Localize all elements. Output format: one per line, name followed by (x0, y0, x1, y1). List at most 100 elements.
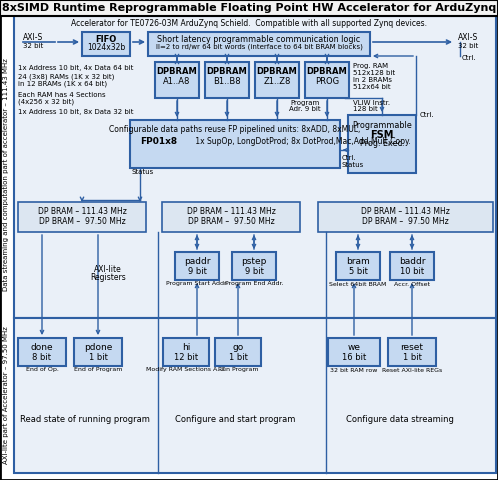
Bar (215, 338, 261, 366)
Text: Reset AXI-lite REGs: Reset AXI-lite REGs (382, 368, 442, 372)
Text: (4x256 x 32 bit): (4x256 x 32 bit) (18, 99, 74, 105)
Text: 32 bit: 32 bit (458, 43, 478, 49)
Bar (175, 252, 219, 280)
Text: DP BRAM –  97.50 MHz: DP BRAM – 97.50 MHz (39, 217, 125, 227)
Bar (205, 62, 249, 98)
Bar (18, 338, 66, 366)
Text: 12 bit: 12 bit (174, 353, 198, 362)
Text: 512x64 bit: 512x64 bit (353, 84, 390, 90)
Bar (82, 32, 130, 56)
Text: Ctrl.: Ctrl. (462, 55, 477, 61)
Bar (74, 338, 122, 366)
Text: AXI-lite: AXI-lite (94, 265, 122, 275)
Bar (163, 338, 209, 366)
Text: B1..B8: B1..B8 (213, 77, 241, 86)
Text: 24 (3x8) RAMs (1K x 32 bit): 24 (3x8) RAMs (1K x 32 bit) (18, 74, 115, 80)
Bar (390, 252, 434, 280)
Text: 8xSIMD Runtime Reprogrammable Floating Point HW Accelerator for ArduZynq: 8xSIMD Runtime Reprogrammable Floating P… (2, 3, 496, 13)
Text: FIFO: FIFO (96, 35, 117, 44)
Bar (336, 252, 380, 280)
Text: 10 bit: 10 bit (400, 267, 424, 276)
Bar (318, 202, 493, 232)
Text: reset: reset (400, 344, 423, 352)
Bar (388, 338, 436, 366)
Text: baddr: baddr (399, 257, 425, 266)
Text: DP BRAM –  97.50 MHz: DP BRAM – 97.50 MHz (362, 217, 448, 227)
Text: hi: hi (182, 344, 190, 352)
Text: DPBRAM: DPBRAM (207, 68, 248, 76)
Text: 1x Address 10 bit, 4x Data 64 bit: 1x Address 10 bit, 4x Data 64 bit (18, 65, 133, 71)
Bar (155, 62, 199, 98)
Text: Data streaming and computation part of accelerator – 111.43 MHz: Data streaming and computation part of a… (3, 59, 9, 291)
Text: DP BRAM – 111.43 MHz: DP BRAM – 111.43 MHz (187, 207, 275, 216)
Text: 5 bit: 5 bit (349, 267, 368, 276)
Text: In 2 BRAMs: In 2 BRAMs (353, 77, 392, 83)
Text: 9 bit: 9 bit (188, 267, 207, 276)
Text: bram: bram (346, 257, 370, 266)
Text: Program End Addr.: Program End Addr. (225, 281, 283, 287)
Text: in 12 BRAMs (1K x 64 bit): in 12 BRAMs (1K x 64 bit) (18, 81, 107, 87)
Text: 128 bit: 128 bit (353, 106, 378, 112)
Text: Status: Status (132, 169, 154, 175)
Text: Program Start Addr.: Program Start Addr. (166, 281, 228, 287)
Text: DPBRAM: DPBRAM (307, 68, 348, 76)
Text: Z1..Z8: Z1..Z8 (263, 77, 291, 86)
Text: VLIW Instr.: VLIW Instr. (353, 100, 390, 106)
Text: Ctrl.: Ctrl. (420, 112, 435, 118)
Bar (14, 318, 496, 473)
Bar (148, 32, 370, 56)
Text: FP01x8: FP01x8 (140, 137, 177, 146)
Text: 512x128 bit: 512x128 bit (353, 70, 395, 76)
Text: Programmable: Programmable (352, 121, 412, 131)
Text: 1x SupOp, LongDotProd; 8x DotProd,Mac,Add,Mult,Copy.: 1x SupOp, LongDotProd; 8x DotProd,Mac,Ad… (193, 137, 411, 146)
Text: 1x Address 10 bit, 8x Data 32 bit: 1x Address 10 bit, 8x Data 32 bit (18, 109, 133, 115)
Text: 1 bit: 1 bit (402, 353, 421, 362)
Text: AXI-S: AXI-S (458, 34, 478, 43)
Bar (0, 0, 498, 16)
Text: DPBRAM: DPBRAM (256, 68, 297, 76)
Bar (18, 202, 146, 232)
Text: we: we (348, 344, 361, 352)
Text: Run Program: Run Program (218, 368, 258, 372)
Bar (232, 252, 276, 280)
Text: go: go (233, 344, 244, 352)
Text: DP BRAM – 111.43 MHz: DP BRAM – 111.43 MHz (37, 207, 126, 216)
Text: 16 bit: 16 bit (342, 353, 366, 362)
Text: Configure data streaming: Configure data streaming (346, 416, 454, 424)
Text: Registers: Registers (90, 274, 126, 283)
Text: 1 bit: 1 bit (229, 353, 248, 362)
Text: done: done (31, 344, 53, 352)
Text: DP BRAM –  97.50 MHz: DP BRAM – 97.50 MHz (188, 217, 274, 227)
Text: End of Program: End of Program (74, 368, 122, 372)
Text: DP BRAM – 111.43 MHz: DP BRAM – 111.43 MHz (361, 207, 449, 216)
Text: ll=2 to rd/wr 64 bit words (interface to 64 bit BRAM blocks): ll=2 to rd/wr 64 bit words (interface to… (155, 44, 363, 50)
Bar (162, 202, 300, 232)
Text: A1..A8: A1..A8 (163, 77, 191, 86)
Text: FSM: FSM (371, 130, 394, 140)
Text: Ctrl.: Ctrl. (342, 155, 357, 161)
Text: DPBRAM: DPBRAM (157, 68, 197, 76)
Bar (348, 115, 416, 173)
Text: Prog. Exec.: Prog. Exec. (360, 140, 404, 148)
Text: Modify RAM Sections A..7: Modify RAM Sections A..7 (146, 368, 226, 372)
Text: 8 bit: 8 bit (32, 353, 51, 362)
Text: 32 bit RAM row: 32 bit RAM row (330, 368, 377, 372)
Text: 1024x32b: 1024x32b (87, 43, 125, 51)
Text: Status: Status (342, 162, 364, 168)
Text: Short latency programmable communication logic: Short latency programmable communication… (157, 35, 361, 44)
Bar (255, 62, 299, 98)
Text: pdone: pdone (84, 344, 112, 352)
Text: 32 bit: 32 bit (23, 43, 43, 49)
Text: AXI-lite part of Accelerator – 97.50 MHz: AXI-lite part of Accelerator – 97.50 MHz (3, 326, 9, 464)
Bar (305, 62, 349, 98)
Text: Read state of running program: Read state of running program (20, 416, 150, 424)
Text: paddr: paddr (184, 257, 210, 266)
Text: Prog. RAM: Prog. RAM (353, 63, 388, 69)
Text: AXI-S: AXI-S (23, 34, 43, 43)
Text: Configurable data paths reuse FP pipelined units: 8xADD, 8xMUL,: Configurable data paths reuse FP pipelin… (110, 125, 361, 134)
Text: Program: Program (290, 100, 320, 106)
Text: 9 bit: 9 bit (245, 267, 263, 276)
Text: Configure and start program: Configure and start program (175, 416, 295, 424)
Text: Adr. 9 bit: Adr. 9 bit (289, 106, 321, 112)
Bar (130, 120, 340, 168)
